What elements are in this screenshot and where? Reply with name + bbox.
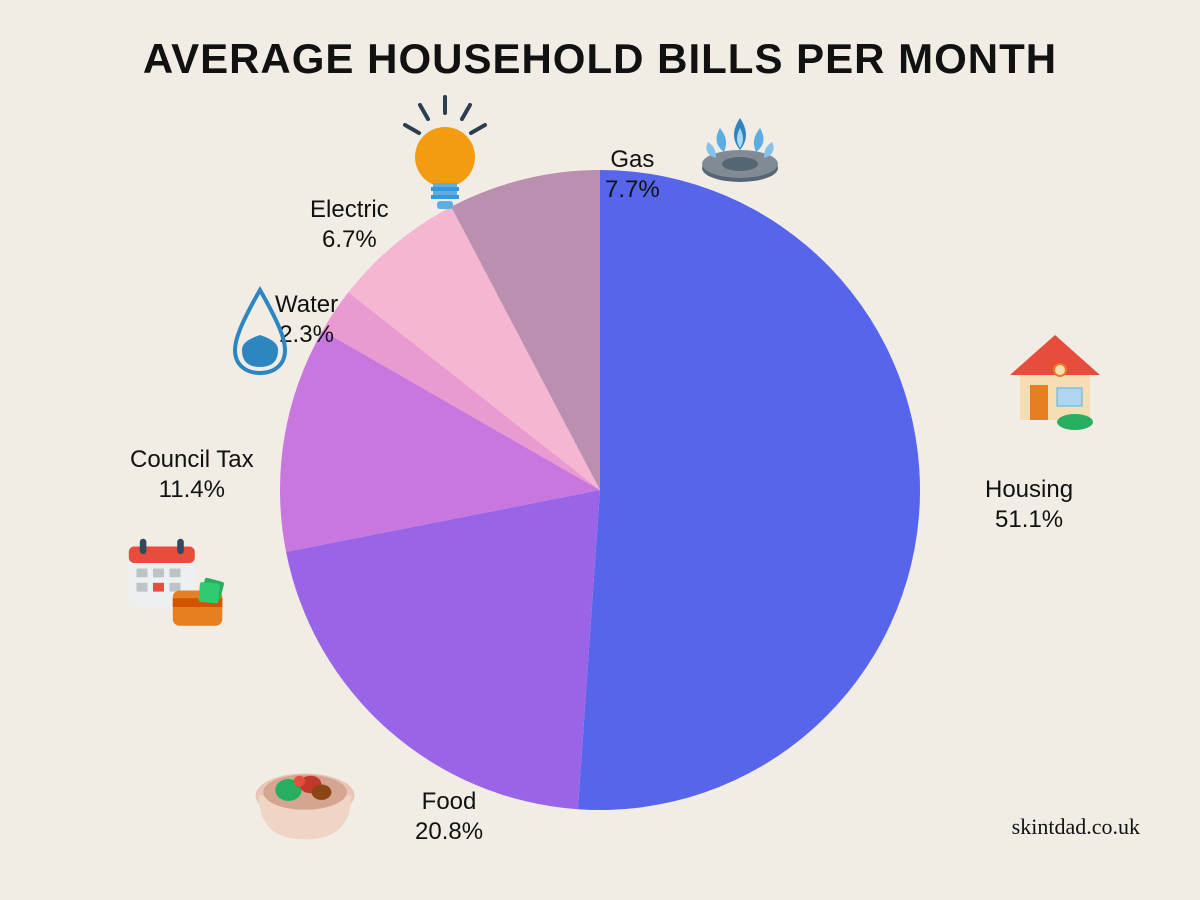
- label-food-name: Food: [415, 787, 483, 817]
- label-counciltax-name: Council Tax: [130, 445, 254, 475]
- label-gas: Gas 7.7%: [605, 145, 660, 205]
- label-electric: Electric 6.7%: [310, 195, 389, 255]
- label-counciltax: Council Tax 11.4%: [130, 445, 254, 505]
- label-housing-name: Housing: [985, 475, 1073, 505]
- lightbulb-icon: [395, 95, 495, 215]
- label-counciltax-value: 11.4%: [130, 475, 254, 505]
- calendar-wallet-icon: [115, 530, 235, 640]
- gas-burner-icon: [690, 110, 790, 190]
- credit-text: skintdad.co.uk: [1012, 814, 1140, 840]
- chart-title: AVERAGE HOUSEHOLD BILLS PER MONTH: [0, 35, 1200, 83]
- label-electric-value: 6.7%: [310, 225, 389, 255]
- label-housing-value: 51.1%: [985, 505, 1073, 535]
- house-icon: [1000, 330, 1110, 430]
- label-food-value: 20.8%: [415, 817, 483, 847]
- label-housing: Housing 51.1%: [985, 475, 1073, 535]
- pie-chart: [280, 170, 920, 810]
- label-electric-name: Electric: [310, 195, 389, 225]
- label-gas-name: Gas: [605, 145, 660, 175]
- label-gas-value: 7.7%: [605, 175, 660, 205]
- food-bowl-icon: [245, 735, 365, 845]
- label-food: Food 20.8%: [415, 787, 483, 847]
- water-drop-icon: [225, 285, 295, 375]
- slice-housing: [578, 170, 920, 810]
